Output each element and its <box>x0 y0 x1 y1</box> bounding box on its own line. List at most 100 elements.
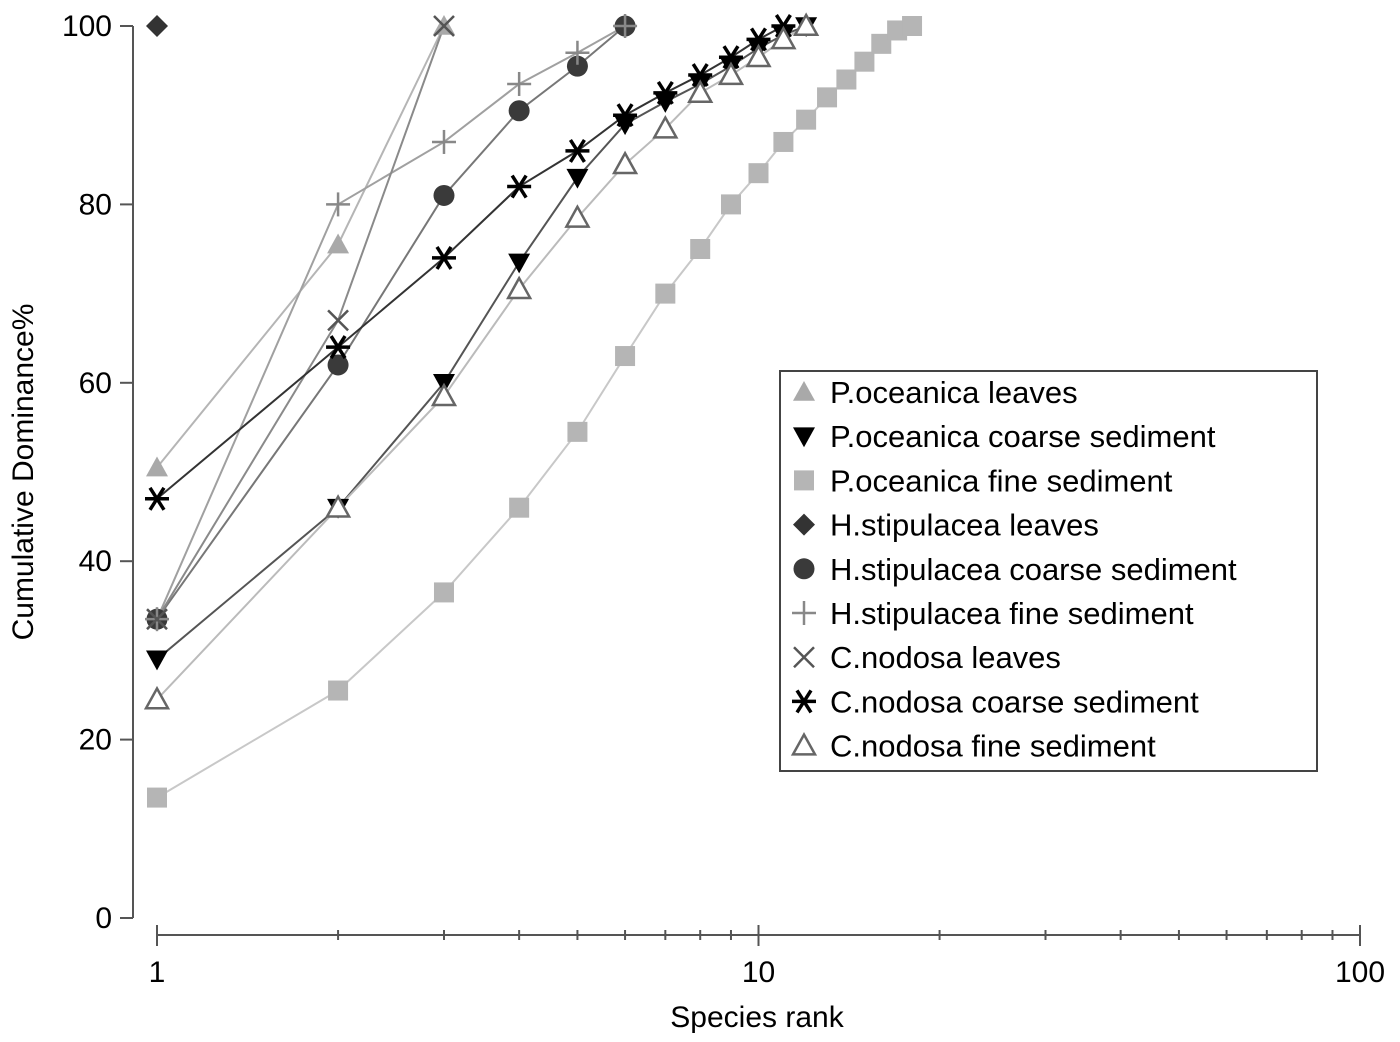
data-point <box>745 43 772 68</box>
data-point <box>145 486 169 511</box>
data-point <box>690 239 711 259</box>
data-point <box>817 87 838 108</box>
legend-label: C.nodosa coarse sediment <box>830 684 1199 719</box>
data-point <box>793 12 820 37</box>
data-point <box>328 680 349 701</box>
data-point <box>433 184 455 206</box>
data-point <box>796 109 817 130</box>
data-point <box>653 80 678 105</box>
data-point <box>146 15 168 37</box>
data-point <box>327 354 349 376</box>
data-point <box>655 283 676 304</box>
legend-box <box>779 370 1318 772</box>
data-point <box>506 275 533 300</box>
legend-marker <box>792 601 816 625</box>
data-point <box>433 15 455 37</box>
data-point <box>687 79 714 103</box>
legend-marker <box>793 381 815 401</box>
y-axis-label: Cumulative Dominance% <box>7 304 40 641</box>
data-point <box>146 650 168 671</box>
legend-entry: P.oceanica leaves <box>793 375 1078 410</box>
data-point <box>613 14 638 38</box>
legend-entry: C.nodosa fine sediment <box>790 729 1156 764</box>
series-line <box>156 25 626 620</box>
data-point <box>326 335 351 360</box>
data-point <box>871 33 892 54</box>
series-line <box>156 25 807 701</box>
data-point <box>654 93 677 113</box>
legend-label: H.stipulacea leaves <box>830 508 1099 543</box>
legend: P.oceanica leaves P.oceanica coarse sedim… <box>779 370 1318 772</box>
data-point <box>143 685 171 710</box>
data-point <box>431 245 456 270</box>
legend-marker <box>790 732 818 756</box>
data-point <box>718 45 743 70</box>
legend-entry: P.oceanica fine sediment <box>794 463 1173 498</box>
data-point <box>773 131 794 152</box>
legend-label: P.oceanica fine sediment <box>830 463 1173 498</box>
data-point <box>147 787 167 808</box>
data-point <box>565 138 590 163</box>
series-line <box>156 25 626 620</box>
legend-entry: P.oceanica coarse sediment <box>793 419 1216 454</box>
data-point <box>613 103 638 128</box>
data-point <box>566 55 588 77</box>
legend-marker <box>793 558 815 580</box>
data-point <box>902 16 923 36</box>
data-point <box>324 494 352 518</box>
data-point <box>507 71 532 96</box>
data-point <box>748 163 769 184</box>
axes: 0 20 40 60 80 100 1 10 100 <box>62 10 1385 989</box>
data-point <box>507 174 532 199</box>
data-point <box>567 421 588 442</box>
legend-entry: C.nodosa leaves <box>793 640 1061 675</box>
legend-label: P.oceanica leaves <box>830 375 1078 410</box>
series-line <box>156 25 445 469</box>
data-point <box>327 233 350 254</box>
data-point <box>565 40 590 65</box>
legend-marker <box>793 427 815 448</box>
data-point <box>433 582 454 603</box>
legend-entry: C.nodosa coarse sediment <box>792 684 1199 719</box>
y-tick-label: 0 <box>95 902 112 935</box>
y-tick-label: 60 <box>79 367 112 400</box>
series-markers <box>143 12 923 808</box>
legend-label: C.nodosa fine sediment <box>830 729 1156 764</box>
legend-marker <box>794 470 814 491</box>
data-point <box>508 100 530 122</box>
legend-label: H.stipulacea fine sediment <box>830 596 1194 631</box>
x-axis-label: Species rank <box>670 1001 844 1034</box>
data-point <box>720 194 741 215</box>
data-point <box>509 497 530 518</box>
y-tick-label: 100 <box>62 10 112 43</box>
data-point <box>746 27 771 52</box>
legend-label: C.nodosa leaves <box>830 640 1061 675</box>
legend-marker <box>792 689 816 714</box>
data-point <box>717 61 745 86</box>
data-point <box>836 69 857 90</box>
x-tick-label: 10 <box>742 956 775 989</box>
legend-marker <box>793 646 815 669</box>
legend-entry: H.stipulacea fine sediment <box>792 596 1194 631</box>
data-point <box>564 204 591 228</box>
data-point <box>770 25 797 50</box>
data-point <box>146 456 168 477</box>
data-point <box>146 608 168 631</box>
data-point <box>326 192 351 217</box>
legend-entry: H.stipulacea leaves <box>793 508 1099 543</box>
data-point <box>430 382 458 407</box>
legend-label: H.stipulacea coarse sediment <box>830 552 1237 587</box>
x-tick-label: 1 <box>149 956 166 989</box>
data-point <box>615 346 636 367</box>
data-point <box>614 115 637 136</box>
x-tick-label: 100 <box>1335 956 1385 989</box>
data-point <box>566 168 589 189</box>
data-point <box>688 63 713 87</box>
y-tick-label: 40 <box>79 545 112 578</box>
data-point <box>327 309 349 332</box>
legend-label: P.oceanica coarse sediment <box>830 419 1216 454</box>
y-tick-label: 80 <box>79 188 112 221</box>
y-tick-label: 20 <box>79 724 112 757</box>
legend-marker <box>793 513 815 536</box>
